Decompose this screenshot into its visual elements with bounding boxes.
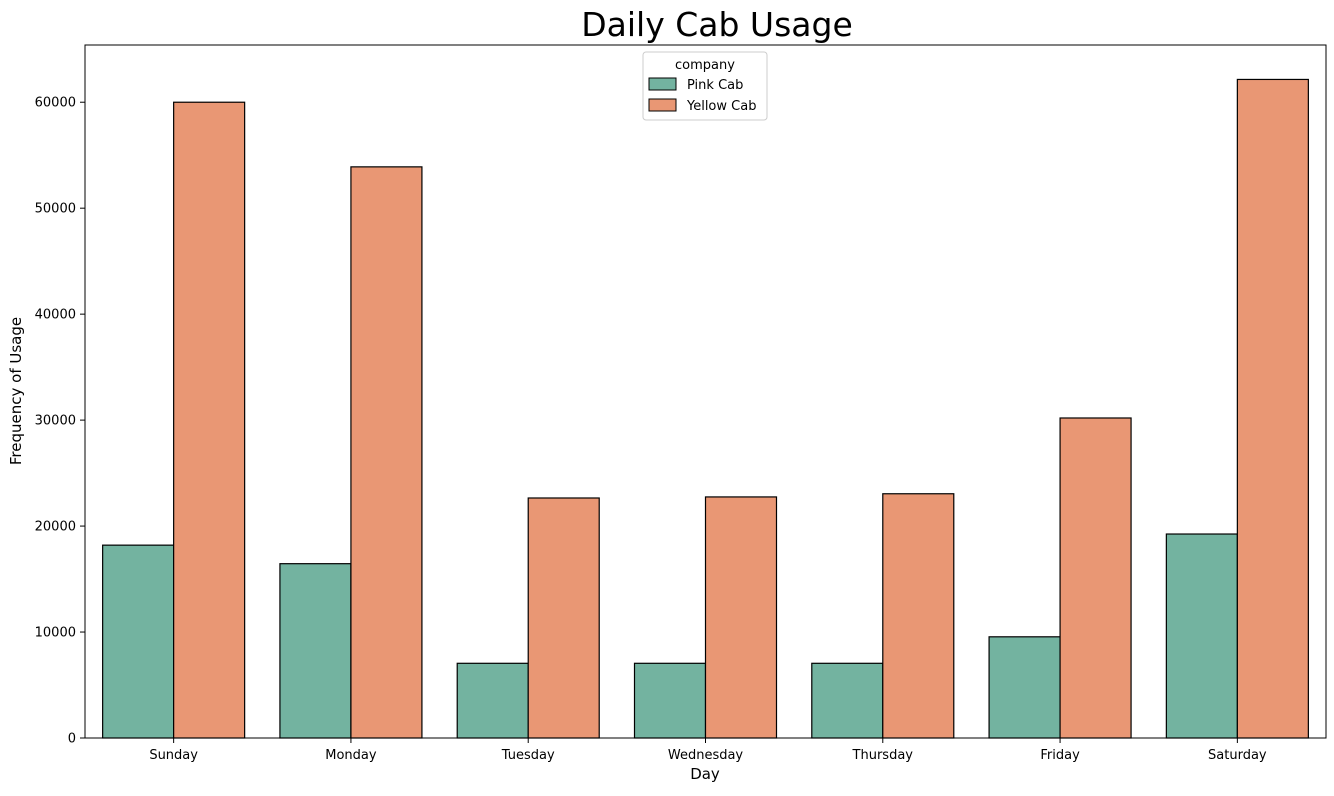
- x-tick-label-thursday: Thursday: [852, 748, 914, 763]
- x-axis-label: Day: [690, 765, 720, 783]
- legend-swatch-pink-cab: [648, 77, 677, 91]
- bar-pink-cab-monday: [279, 563, 352, 739]
- bar-yellow-cab-saturday: [1236, 78, 1309, 739]
- x-tick-label-monday: Monday: [325, 748, 377, 763]
- bar-pink-cab-tuesday: [456, 662, 529, 739]
- y-tick-label: 60000: [35, 96, 76, 111]
- bar-pink-cab-wednesday: [633, 662, 707, 739]
- x-tick-label-wednesday: Wednesday: [668, 748, 744, 763]
- y-tick-label: 20000: [35, 520, 76, 535]
- x-axis: Sunday Monday Tuesday Wednesday Thursday Frid…: [149, 738, 1267, 763]
- bar-pink-cab-sunday: [102, 544, 175, 739]
- y-tick-label: 40000: [35, 308, 76, 323]
- x-tick-label-saturday: Saturday: [1208, 748, 1267, 763]
- bar-yellow-cab-monday: [350, 166, 423, 739]
- bar-yellow-cab-tuesday: [527, 497, 600, 739]
- legend-label-yellow-cab: Yellow Cab: [686, 99, 756, 114]
- chart-title: Daily Cab Usage: [581, 5, 853, 44]
- bar-yellow-cab-wednesday: [704, 496, 778, 739]
- y-tick-label: 0: [68, 732, 76, 747]
- bar-pink-cab-thursday: [811, 662, 884, 739]
- legend: company Pink Cab Yellow Cab: [642, 51, 768, 121]
- bar-pink-cab-friday: [988, 636, 1061, 739]
- legend-label-pink-cab: Pink Cab: [687, 78, 743, 93]
- bar-yellow-cab-thursday: [882, 493, 955, 739]
- x-tick-label-tuesday: Tuesday: [501, 748, 555, 763]
- x-tick-label-friday: Friday: [1040, 748, 1080, 763]
- bar-yellow-cab-friday: [1059, 417, 1132, 739]
- bar-pink-cab-saturday: [1165, 533, 1238, 739]
- legend-title: company: [675, 58, 735, 73]
- plot-area: [102, 78, 1309, 739]
- legend-swatch-yellow-cab: [648, 98, 677, 112]
- y-axis: 0 10000 20000 30000 40000 50000 60000: [35, 96, 85, 747]
- y-axis-label: Frequency of Usage: [7, 317, 25, 465]
- x-tick-label-sunday: Sunday: [149, 748, 198, 763]
- y-tick-label: 10000: [35, 626, 76, 641]
- y-tick-label: 30000: [35, 414, 76, 429]
- y-tick-label: 50000: [35, 202, 76, 217]
- bar-yellow-cab-sunday: [173, 101, 246, 739]
